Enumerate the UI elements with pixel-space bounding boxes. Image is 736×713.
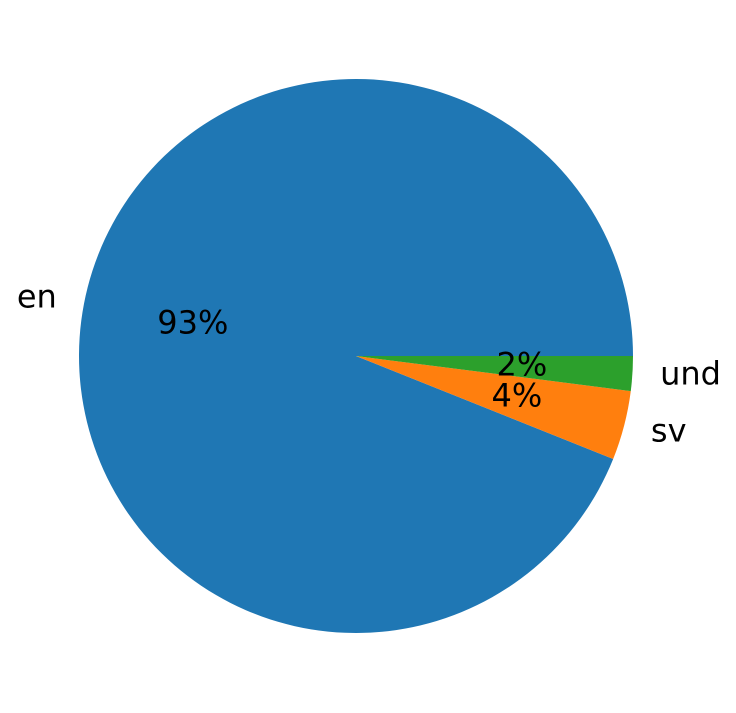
slice-label: en [17, 277, 57, 315]
slice-label: sv [651, 412, 687, 450]
value-label: 4% [491, 377, 542, 415]
pie-slice [79, 78, 634, 633]
slice-label: und [660, 354, 721, 392]
value-label: 93% [157, 304, 228, 342]
value-label: 2% [496, 346, 547, 384]
pie-slice [356, 356, 631, 459]
pie-slice [356, 356, 633, 392]
